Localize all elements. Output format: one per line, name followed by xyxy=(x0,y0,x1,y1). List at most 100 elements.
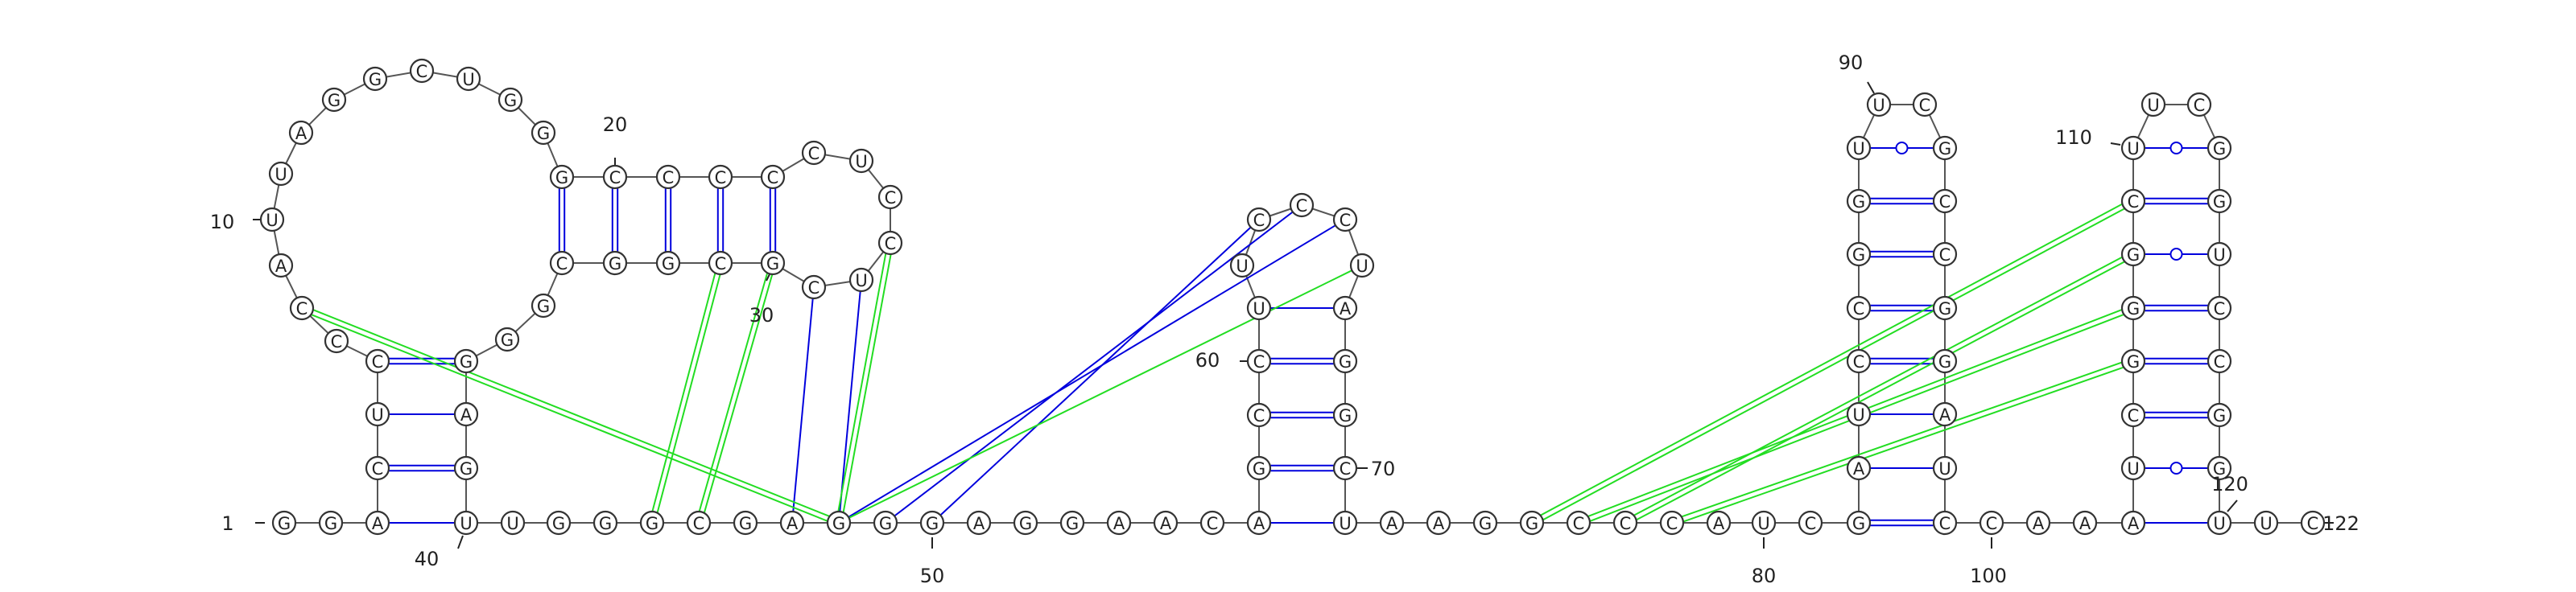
svg-text:G: G xyxy=(328,91,341,110)
svg-text:C: C xyxy=(1939,192,1951,212)
svg-text:C: C xyxy=(1939,514,1951,533)
base-pair xyxy=(716,188,724,252)
svg-text:U: U xyxy=(2260,514,2272,533)
nucleotide-29: C xyxy=(801,274,827,300)
nucleotide-43: G xyxy=(592,510,618,536)
svg-text:U: U xyxy=(1757,514,1769,533)
nucleotide-3: A xyxy=(365,510,390,536)
tick-110 xyxy=(2110,142,2121,146)
svg-text:A: A xyxy=(1939,405,1951,425)
base-pair xyxy=(311,309,830,522)
svg-text:U: U xyxy=(1339,514,1351,533)
svg-text:G: G xyxy=(2213,406,2226,426)
nucleotide-60: C xyxy=(1246,348,1272,374)
position-label: 40 xyxy=(415,548,440,570)
base-pair xyxy=(839,290,861,512)
position-label: 10 xyxy=(210,211,235,233)
svg-text:G: G xyxy=(2127,245,2140,265)
nucleotide-87: G xyxy=(1846,241,1872,267)
position-label: 50 xyxy=(920,565,945,587)
svg-text:G: G xyxy=(2127,352,2140,372)
nucleotide-117: C xyxy=(2207,348,2232,374)
nucleotide-98: U xyxy=(1932,455,1958,481)
nucleotide-121: U xyxy=(2253,510,2279,536)
svg-text:G: G xyxy=(646,514,658,533)
svg-text:G: G xyxy=(832,514,845,533)
nucleotide-67: A xyxy=(1332,295,1358,321)
nucleotide-68: G xyxy=(1332,348,1358,374)
nucleotide-34: C xyxy=(549,250,575,276)
svg-text:A: A xyxy=(1113,514,1125,533)
base-pair xyxy=(769,188,777,252)
svg-text:C: C xyxy=(1853,352,1865,372)
nucleotide-77: C xyxy=(1612,510,1638,536)
svg-text:G: G xyxy=(1525,514,1538,533)
nucleotide-88: G xyxy=(1846,188,1872,214)
nucleotide-9: A xyxy=(268,253,294,278)
svg-text:C: C xyxy=(693,514,705,533)
nucleotide-110: U xyxy=(2120,135,2146,161)
svg-text:A: A xyxy=(295,124,308,143)
nucleotide-7: C xyxy=(324,328,349,354)
svg-text:G: G xyxy=(662,254,675,273)
nucleotide-72: A xyxy=(1379,510,1405,536)
position-label: 110 xyxy=(2055,126,2092,149)
position-label: 20 xyxy=(603,113,628,136)
nucleotide-41: U xyxy=(500,510,526,536)
nucleotide-92: G xyxy=(1932,135,1958,161)
svg-text:G: G xyxy=(926,514,939,533)
svg-text:C: C xyxy=(372,459,384,479)
position-label: 122 xyxy=(2322,512,2359,535)
nucleotide-24: C xyxy=(801,140,827,166)
nucleotide-69: G xyxy=(1332,402,1358,428)
base-pair xyxy=(664,188,672,252)
svg-text:G: G xyxy=(2127,299,2140,319)
nucleotide-13: G xyxy=(321,87,347,113)
svg-text:G: G xyxy=(1938,139,1951,158)
svg-text:A: A xyxy=(2128,514,2140,533)
svg-text:C: C xyxy=(2307,514,2319,533)
base-pair xyxy=(1270,357,1334,365)
svg-text:G: G xyxy=(1852,514,1865,533)
svg-text:C: C xyxy=(2128,192,2140,212)
svg-text:C: C xyxy=(1986,514,1998,533)
svg-text:U: U xyxy=(371,405,383,425)
nucleotide-42: G xyxy=(546,510,572,536)
nucleotide-64: C xyxy=(1289,192,1315,218)
nucleotide-105: C xyxy=(2120,402,2146,428)
position-label: 30 xyxy=(749,304,774,327)
nucleotide-65: C xyxy=(1332,207,1358,232)
base-pair xyxy=(2145,248,2208,261)
nucleotide-73: A xyxy=(1426,510,1451,536)
position-label: 120 xyxy=(2211,473,2248,495)
svg-text:G: G xyxy=(552,514,565,533)
svg-text:C: C xyxy=(331,332,343,352)
svg-text:C: C xyxy=(416,62,428,81)
base-pair xyxy=(651,273,721,513)
svg-text:A: A xyxy=(2033,514,2045,533)
svg-text:U: U xyxy=(1236,257,1248,276)
base-pair xyxy=(837,253,892,512)
base-pair xyxy=(2145,411,2208,419)
svg-text:U: U xyxy=(1253,299,1265,319)
svg-text:A: A xyxy=(1433,514,1445,533)
nucleotide-102: A xyxy=(2072,510,2098,536)
nucleotide-8: C xyxy=(289,295,315,321)
tick-90 xyxy=(1867,81,1875,94)
svg-text:C: C xyxy=(1253,211,1265,230)
svg-text:G: G xyxy=(537,124,550,143)
nucleotide-57: A xyxy=(1246,510,1272,536)
svg-text:U: U xyxy=(1852,405,1864,425)
svg-text:G: G xyxy=(504,91,517,110)
nucleotide-30: G xyxy=(760,250,786,276)
nucleotide-16: U xyxy=(456,66,481,92)
nucleotide-84: U xyxy=(1846,401,1872,427)
svg-text:U: U xyxy=(1356,257,1368,276)
nucleotide-81: C xyxy=(1798,510,1823,536)
svg-text:U: U xyxy=(462,70,474,89)
position-label: 60 xyxy=(1195,349,1220,372)
tick-40 xyxy=(457,535,464,549)
nucleotide-82: G xyxy=(1846,510,1872,536)
nucleotide-50: G xyxy=(919,510,945,536)
